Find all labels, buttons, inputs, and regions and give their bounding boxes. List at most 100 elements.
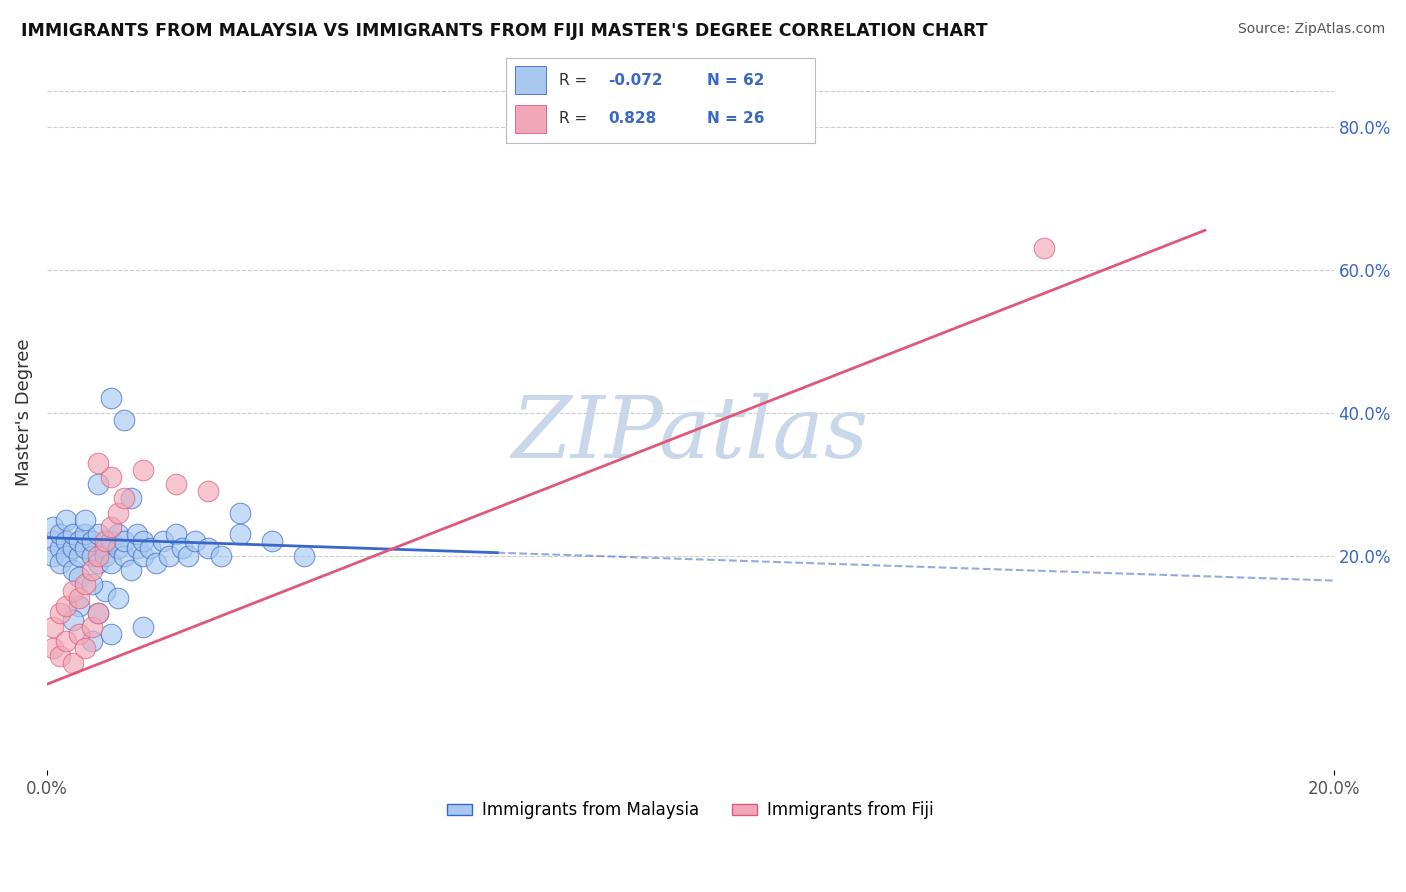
Point [107, 541, 129, 556]
Point [42, 534, 65, 549]
Text: R =: R = [558, 112, 592, 127]
Point [62, 527, 84, 541]
Point [75, 513, 97, 527]
Point [49, 527, 72, 541]
Point [49, 556, 72, 570]
Text: Source: ZipAtlas.com: Source: ZipAtlas.com [1237, 22, 1385, 37]
Point [42, 520, 65, 534]
Point [100, 391, 122, 405]
Point [107, 506, 129, 520]
Point [94, 549, 117, 563]
Point [262, 534, 284, 549]
Point [120, 563, 142, 577]
Point [165, 527, 187, 541]
Bar [516, 67, 547, 94]
Text: N = 26: N = 26 [707, 112, 765, 127]
Point [292, 549, 315, 563]
Point [80, 620, 103, 634]
Point [55, 599, 77, 613]
Point [100, 520, 122, 534]
Text: ZIPatlas: ZIPatlas [512, 392, 869, 475]
Point [49, 648, 72, 663]
Point [107, 591, 129, 606]
Point [87, 456, 110, 470]
Point [112, 534, 135, 549]
Point [80, 549, 103, 563]
Point [152, 534, 174, 549]
Point [62, 563, 84, 577]
Point [107, 527, 129, 541]
Point [87, 606, 110, 620]
Point [87, 606, 110, 620]
Point [132, 620, 155, 634]
Point [197, 484, 219, 499]
Point [157, 549, 180, 563]
Point [100, 534, 122, 549]
Point [80, 534, 103, 549]
Point [55, 513, 77, 527]
Point [80, 634, 103, 648]
Point [100, 627, 122, 641]
Text: -0.072: -0.072 [609, 72, 662, 87]
Point [229, 527, 252, 541]
Point [75, 541, 97, 556]
Bar [516, 105, 547, 133]
Point [209, 549, 232, 563]
Text: R =: R = [558, 72, 592, 87]
Point [112, 413, 135, 427]
Point [112, 491, 135, 506]
Point [229, 506, 252, 520]
Point [42, 549, 65, 563]
Text: N = 62: N = 62 [707, 72, 765, 87]
Point [67, 627, 90, 641]
Text: 0.828: 0.828 [609, 112, 657, 127]
Point [132, 463, 155, 477]
Point [67, 549, 90, 563]
Point [94, 534, 117, 549]
Point [62, 584, 84, 599]
Point [49, 541, 72, 556]
Point [94, 584, 117, 599]
Point [42, 641, 65, 656]
Point [87, 527, 110, 541]
Point [197, 541, 219, 556]
Point [42, 620, 65, 634]
Point [49, 606, 72, 620]
Text: IMMIGRANTS FROM MALAYSIA VS IMMIGRANTS FROM FIJI MASTER'S DEGREE CORRELATION CHA: IMMIGRANTS FROM MALAYSIA VS IMMIGRANTS F… [21, 22, 987, 40]
Point [112, 549, 135, 563]
Point [1033, 241, 1056, 255]
Point [87, 549, 110, 563]
Point [139, 541, 162, 556]
Point [55, 534, 77, 549]
Point [165, 477, 187, 491]
Point [62, 613, 84, 627]
Point [132, 534, 155, 549]
Point [80, 563, 103, 577]
Point [177, 549, 200, 563]
Legend: Immigrants from Malaysia, Immigrants from Fiji: Immigrants from Malaysia, Immigrants fro… [440, 795, 941, 826]
Point [67, 534, 90, 549]
Point [62, 541, 84, 556]
Y-axis label: Master's Degree: Master's Degree [15, 339, 32, 486]
Point [170, 541, 193, 556]
Point [75, 641, 97, 656]
Point [100, 470, 122, 484]
Point [75, 577, 97, 591]
Point [67, 591, 90, 606]
Point [100, 556, 122, 570]
Point [62, 656, 84, 670]
Point [94, 541, 117, 556]
Point [132, 549, 155, 563]
Point [80, 577, 103, 591]
Point [87, 556, 110, 570]
Point [75, 527, 97, 541]
Point [67, 599, 90, 613]
Point [184, 534, 207, 549]
Point [55, 549, 77, 563]
Point [145, 556, 167, 570]
Point [87, 477, 110, 491]
Point [67, 570, 90, 584]
Point [55, 634, 77, 648]
Point [120, 491, 142, 506]
Point [125, 527, 148, 541]
